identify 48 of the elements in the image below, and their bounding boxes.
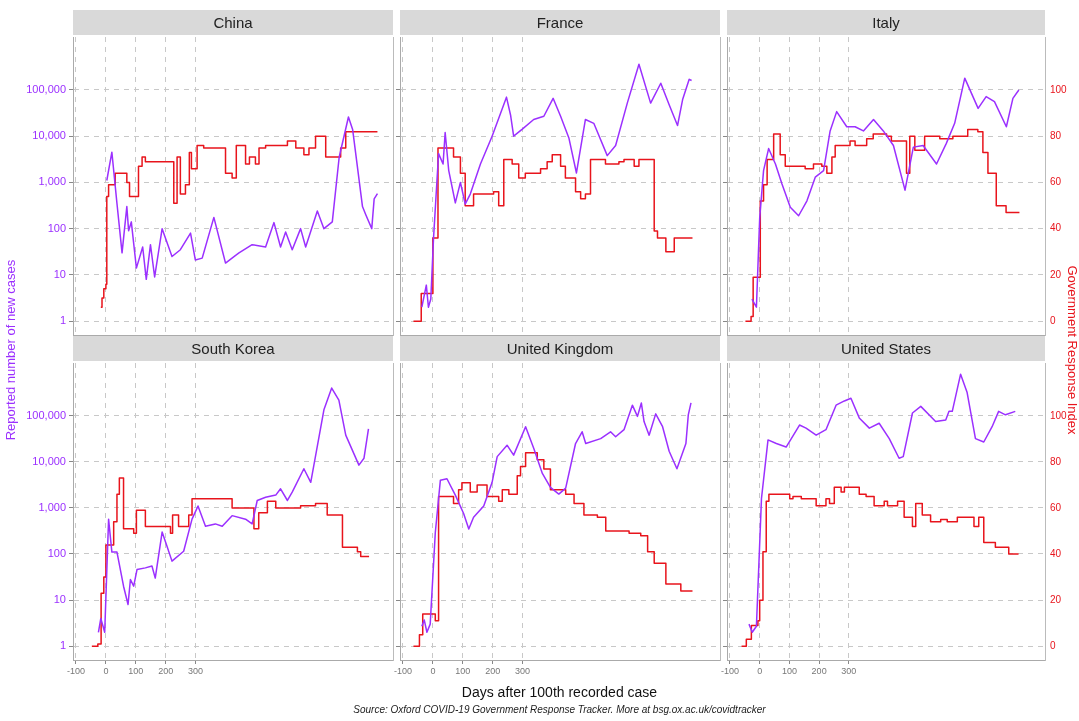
x-tick-label: 300: [841, 665, 857, 676]
chart-title: South Korea: [73, 336, 393, 361]
x-tick-label: 300: [188, 665, 204, 676]
y-tick-label: 1: [59, 314, 66, 327]
y2-tick-label: 80: [1050, 455, 1062, 467]
y-tick-label: 1,000: [38, 175, 66, 188]
y2-tick-label: 60: [1050, 176, 1062, 188]
chart-title: United Kingdom: [400, 336, 720, 361]
y-axis-title: Reported number of new cases: [2, 259, 18, 441]
chart-title: China: [73, 10, 393, 35]
y-tick-label: 1: [59, 639, 66, 652]
y2-tick-label: 0: [1050, 314, 1056, 326]
chart-title: Italy: [727, 10, 1045, 35]
y-tick-label: 10,000: [32, 129, 66, 142]
y-tick-label: 1,000: [38, 500, 66, 513]
source-note: Source: Oxford COVID-19 Government Response Tracker. More at bsg.ox.ac.uk/covidtracker: [352, 704, 767, 715]
y2-tick-label: 60: [1050, 501, 1062, 513]
x-tick-label: 200: [158, 665, 174, 676]
y2-tick-label: 40: [1050, 222, 1062, 234]
x-tick-label: -100: [66, 665, 85, 676]
y2-tick-label: 80: [1050, 130, 1062, 142]
y-tick-label: 100: [47, 221, 66, 234]
y2-tick-label: 20: [1050, 593, 1062, 605]
y2-tick-label: 40: [1050, 547, 1062, 559]
x-tick-label: 200: [811, 665, 827, 676]
y-tick-label: 10: [53, 267, 66, 280]
y2-tick-label: 100: [1050, 83, 1068, 95]
y2-tick-label: 100: [1050, 409, 1068, 421]
x-tick-label: 100: [781, 665, 797, 676]
x-tick-label: 100: [128, 665, 144, 676]
y2-tick-label: 20: [1050, 268, 1062, 280]
chart-title: United States: [727, 336, 1045, 361]
x-axis-title: Days after 100th recorded case: [460, 684, 659, 700]
x-tick-label: -100: [720, 665, 739, 676]
x-tick-label: 300: [515, 665, 531, 676]
x-tick-label: 100: [455, 665, 471, 676]
x-tick-label: 0: [430, 665, 436, 676]
x-tick-label: 200: [485, 665, 501, 676]
y-tick-label: 100,000: [26, 408, 66, 421]
y-tick-label: 10: [53, 593, 66, 606]
x-tick-label: 0: [103, 665, 109, 676]
y-tick-label: 10,000: [32, 454, 66, 467]
y2-tick-label: 0: [1050, 639, 1056, 651]
y-tick-label: 100,000: [26, 83, 66, 96]
x-tick-label: -100: [393, 665, 412, 676]
chart-title: France: [400, 10, 720, 35]
x-tick-label: 0: [757, 665, 763, 676]
y-tick-label: 100: [47, 547, 66, 560]
